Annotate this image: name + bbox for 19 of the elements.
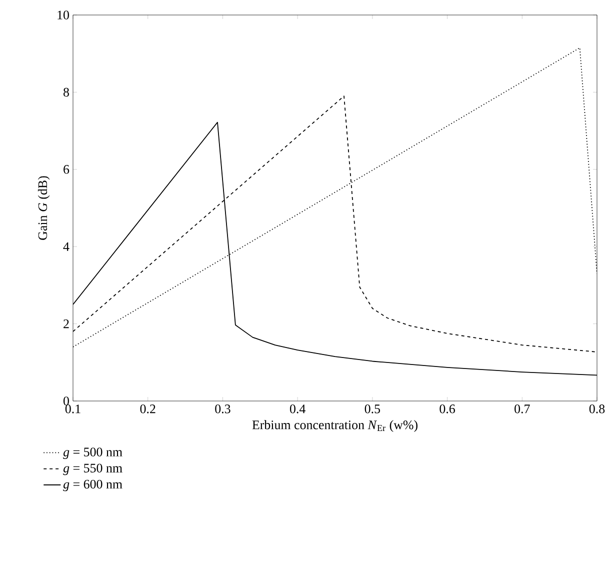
x-tick-label: 0.7 [514,404,530,414]
x-axis-title: Erbium concentration N$_{Er}$ (w%) [252,420,418,432]
y-tick-label: 0 [64,396,69,406]
x-tick-label: 0.8 [589,404,605,414]
y-tick-label: 2 [64,320,69,328]
x-tick-label: 0.1 [65,404,80,414]
x-tick-label: 0.4 [290,404,306,414]
x-tick-label: 0.6 [440,404,455,414]
legend-label: g = 500 nm [63,448,122,460]
x-tick-label: 0.2 [140,404,156,414]
y-axis-title: Gain G (dB) [38,176,50,240]
legend-label: g = 600 nm [63,480,122,492]
y-tick-label: 4 [63,242,70,251]
x-tick-label: 0.3 [215,404,230,414]
y-tick-label: 10 [58,10,69,20]
x-tick-label: 0.5 [364,404,380,414]
y-tick-label: 8 [64,88,69,97]
y-tick-label: 6 [64,165,70,174]
legend-label: g = 550 nm [63,464,122,476]
